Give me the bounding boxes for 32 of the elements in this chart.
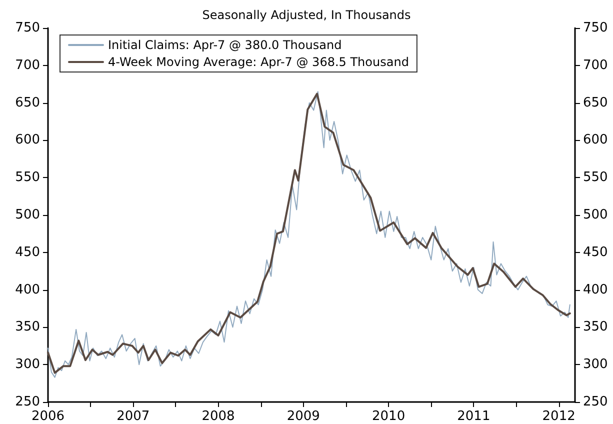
- y2-tick-label: 600: [583, 132, 608, 148]
- y-tick-label: 400: [15, 282, 40, 298]
- y2-tick-label: 300: [583, 357, 608, 372]
- y2-tick-label: 650: [583, 95, 608, 110]
- y-tick-label: 450: [15, 244, 40, 260]
- y2-tick-label: 700: [583, 58, 608, 73]
- y2-tick-label: 250: [583, 394, 608, 410]
- y-tick-label: 700: [15, 58, 40, 73]
- y-tick-label: 300: [15, 357, 40, 372]
- y2-tick-label: 400: [583, 282, 608, 298]
- y-tick-label: 350: [15, 320, 40, 335]
- y2-tick-label: 450: [583, 244, 608, 260]
- y-tick-label: 500: [15, 208, 40, 222]
- legend-label: 4-Week Moving Average: Apr-7 @ 368.5 Thousand: [108, 55, 409, 69]
- legend-label: Initial Claims: Apr-7 @ 380.0 Thousand: [108, 38, 342, 52]
- x-tick-label: 2010: [372, 409, 406, 424]
- x-tick-label: 2009: [286, 409, 320, 424]
- x-tick-label: 2012: [542, 409, 576, 424]
- y2-tick-label: 500: [583, 208, 608, 222]
- x-tick-label: 2011: [457, 409, 490, 424]
- y-tick-label: 650: [15, 95, 40, 110]
- chart-subtitle: Seasonally Adjusted, In Thousands: [202, 8, 411, 22]
- x-tick-label: 2007: [116, 409, 150, 424]
- x-tick-label: 2008: [202, 409, 235, 424]
- y2-tick-label: 350: [583, 320, 608, 335]
- y-tick-label: 600: [15, 132, 40, 148]
- y-tick-label: 750: [15, 20, 40, 36]
- x-tick-label: 2006: [31, 409, 65, 424]
- y-tick-label: 250: [15, 394, 40, 410]
- y2-tick-label: 550: [583, 170, 608, 186]
- y2-tick-label: 750: [583, 20, 608, 36]
- y-tick-label: 550: [15, 170, 40, 186]
